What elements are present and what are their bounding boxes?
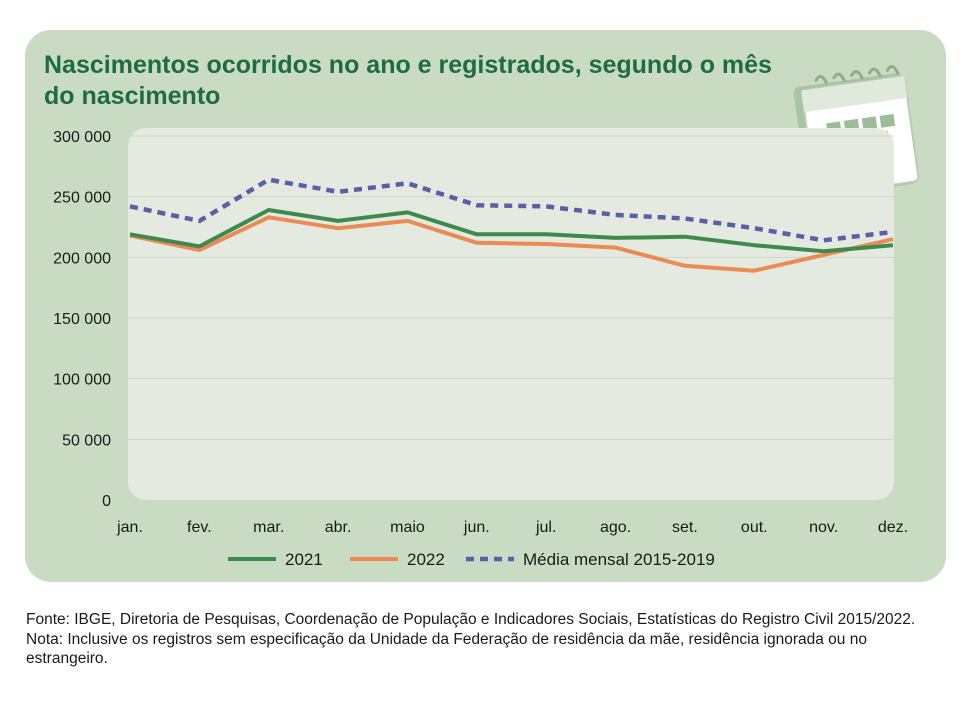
gridlines: [128, 135, 894, 440]
series-line: [129, 208, 894, 254]
y-tick-label: 250 000: [53, 190, 111, 207]
y-tick-label: 100 000: [53, 372, 111, 389]
y-tick-label: 150 000: [53, 311, 111, 328]
series-line: [129, 177, 894, 243]
x-tick-label: fev.: [187, 519, 212, 536]
x-tick-label: jul.: [535, 519, 556, 536]
x-tick-label: mar.: [253, 519, 284, 536]
x-tick-label: jun.: [463, 519, 490, 536]
footnote: Fonte: IBGE, Diretoria de Pesquisas, Coo…: [26, 610, 946, 669]
legend-label: 2021: [285, 550, 323, 569]
source-note: Fonte: IBGE, Diretoria de Pesquisas, Coo…: [26, 611, 916, 628]
x-tick-label: maio: [390, 519, 425, 536]
x-tick-label: set.: [672, 519, 698, 536]
y-tick-label: 300 000: [53, 129, 111, 146]
chart: 0 50 000 100 000 150 000 200 000 250 000 300 0…: [53, 65, 920, 569]
chart-title: Nascimentos ocorridos no ano e registrad…: [44, 51, 772, 110]
x-tick-label: jan.: [116, 519, 143, 536]
x-axis: jan. fev. mar. abr. maio jun. jul. ago. set. out.…: [116, 519, 908, 536]
series-lines: [129, 177, 894, 273]
x-tick-label: dez.: [878, 519, 908, 536]
legend-label: 2022: [407, 550, 445, 569]
legend-label: Média mensal 2015-2019: [523, 550, 715, 569]
method-note: Nota: Inclusive os registros sem especif…: [26, 630, 867, 668]
plot-area: [128, 128, 894, 500]
x-tick-label: ago.: [600, 519, 631, 536]
series-line: [129, 215, 894, 273]
y-tick-label: 200 000: [53, 250, 111, 267]
x-tick-label: out.: [741, 519, 768, 536]
y-axis: 0 50 000 100 000 150 000 200 000 250 000 300 0…: [53, 129, 111, 510]
y-tick-label: 50 000: [62, 432, 111, 449]
legend: 2021 2022 Média mensal 2015-2019: [228, 550, 715, 569]
x-tick-label: nov.: [809, 519, 838, 536]
x-tick-label: abr.: [325, 519, 352, 536]
y-tick-label: 0: [102, 493, 111, 510]
